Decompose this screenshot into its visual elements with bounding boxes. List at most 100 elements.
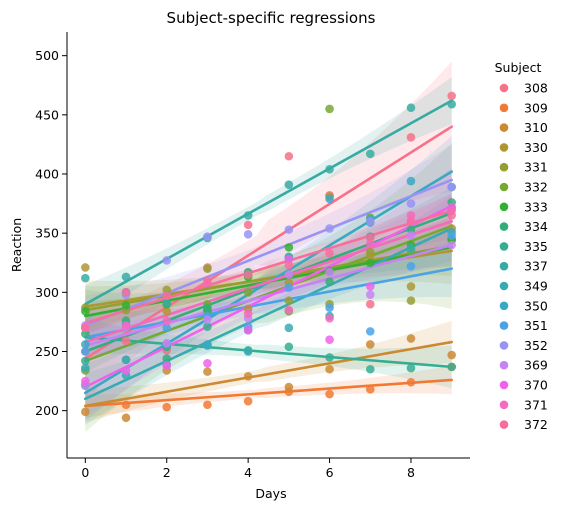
x-axis-title: Days	[255, 486, 286, 501]
legend-label: 335	[524, 239, 548, 254]
data-point	[447, 182, 456, 192]
legend-label: 372	[524, 417, 548, 432]
data-point	[406, 231, 416, 240]
legend-label: 350	[524, 298, 548, 313]
legend-marker	[499, 420, 509, 429]
data-point	[406, 244, 416, 253]
data-point	[325, 104, 334, 114]
data-point	[447, 91, 456, 101]
data-point	[406, 225, 416, 234]
confidence-band	[85, 77, 452, 324]
legend-label: 371	[524, 397, 548, 412]
y-tick-label: 200	[35, 403, 59, 418]
data-point	[406, 217, 416, 226]
data-point	[406, 262, 416, 271]
data-point	[243, 220, 253, 230]
data-point	[447, 211, 456, 220]
data-point	[406, 334, 416, 343]
data-point	[365, 364, 375, 374]
data-point	[162, 298, 172, 308]
legend: Subject 308 309 310 330 331 332 333 334 335 337 34…	[495, 60, 548, 432]
data-point	[325, 335, 334, 344]
confidence-band	[85, 61, 452, 400]
data-point	[81, 263, 90, 272]
legend-label: 337	[524, 259, 548, 274]
data-point	[284, 283, 294, 292]
data-point	[447, 350, 456, 360]
data-point	[81, 329, 90, 339]
legend-label: 332	[524, 180, 548, 195]
data-point	[325, 267, 334, 277]
data-point	[203, 359, 212, 368]
data-point	[284, 296, 294, 305]
legend-label: 369	[524, 358, 548, 373]
x-tick-label: 0	[81, 465, 89, 480]
data-point	[121, 288, 131, 297]
confidence-band	[85, 144, 452, 356]
data-point	[325, 248, 334, 258]
data-point	[243, 288, 253, 297]
data-point	[81, 340, 90, 349]
data-point	[162, 316, 172, 326]
data-point	[365, 299, 375, 309]
y-ticks: 200 250 300 350 400 450 500	[35, 48, 67, 418]
data-point	[284, 270, 294, 279]
data-point	[365, 258, 375, 268]
legend-label: 330	[524, 140, 548, 155]
legend-marker	[499, 103, 509, 113]
data-point	[325, 353, 334, 362]
data-point	[243, 270, 253, 279]
data-point	[447, 362, 456, 372]
data-point	[203, 232, 212, 242]
chart-title: Subject-specific regressions	[167, 9, 376, 27]
data-point	[325, 224, 334, 233]
data-point	[447, 240, 456, 250]
data-point	[406, 133, 416, 142]
data-point	[365, 282, 375, 291]
data-point	[284, 342, 294, 352]
data-point	[365, 149, 375, 159]
data-point	[203, 315, 212, 324]
regression-line	[84, 209, 453, 325]
x-tick-label: 2	[163, 465, 171, 480]
legend-marker	[499, 83, 509, 93]
confidence-band	[85, 320, 452, 423]
y-tick-label: 400	[35, 167, 59, 182]
data-point	[121, 355, 131, 365]
data-point	[243, 347, 253, 356]
data-point	[284, 151, 294, 161]
data-point	[284, 305, 294, 315]
confidence-band	[85, 216, 452, 334]
regression-line	[84, 227, 453, 401]
data-point	[406, 363, 416, 373]
confidence-band	[85, 240, 452, 361]
legend-marker	[499, 380, 509, 390]
legend-marker	[499, 301, 509, 311]
regression-line	[84, 204, 453, 389]
data-point	[121, 400, 131, 410]
x-tick-label: 6	[326, 465, 334, 480]
data-point	[162, 256, 172, 265]
data-point	[406, 176, 416, 186]
data-point	[243, 325, 253, 335]
data-point	[365, 233, 375, 243]
regression-line	[84, 335, 453, 369]
regression-line	[84, 378, 453, 408]
confidence-band	[85, 143, 452, 432]
legend-marker	[499, 360, 509, 370]
legend-label: 352	[524, 338, 548, 353]
data-point	[325, 164, 334, 174]
legend-label: 370	[524, 378, 548, 393]
data-point	[365, 247, 375, 257]
y-axis-title: Reaction	[9, 218, 24, 272]
data-point	[365, 217, 375, 226]
data-point	[162, 338, 172, 348]
data-point	[243, 309, 253, 318]
x-tick-label: 8	[407, 465, 415, 480]
legend-label: 331	[524, 160, 548, 175]
legend-marker	[499, 281, 509, 291]
data-point	[325, 364, 334, 374]
data-point	[365, 290, 375, 300]
legend-marker	[499, 222, 509, 231]
data-point	[121, 336, 131, 346]
